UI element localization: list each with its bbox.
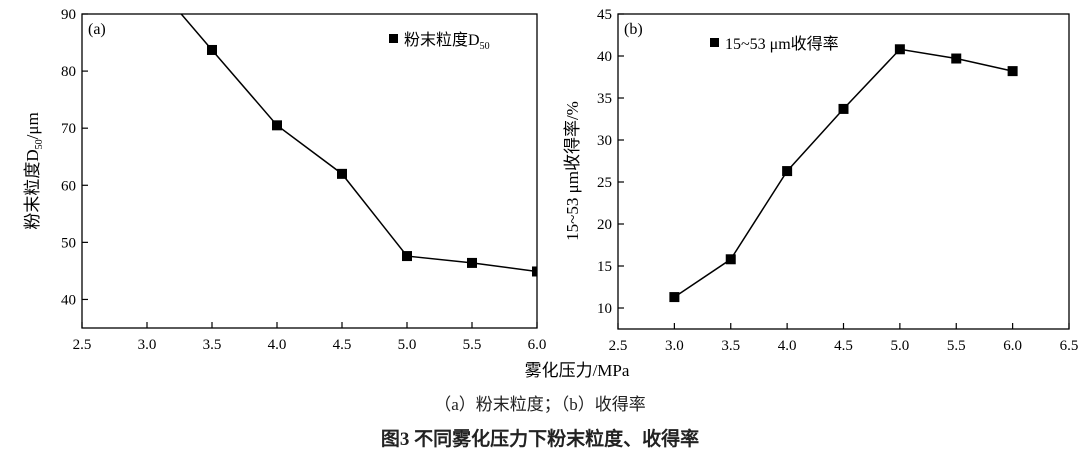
x-tick-label: 3.0 xyxy=(665,338,684,354)
series-a xyxy=(180,14,537,277)
data-point xyxy=(951,53,962,64)
y-tick-label: 80 xyxy=(61,64,76,80)
legend-marker xyxy=(710,38,719,47)
x-tick-label: 3.5 xyxy=(721,338,740,354)
data-point xyxy=(532,266,537,277)
data-point xyxy=(725,254,736,265)
x-tick-label: 4.5 xyxy=(834,338,853,354)
panel-b: 2.5 3.0 3.5 4.0 4.5 5.0 5.5 6.0 6.5 10 15 20 25 30 35 4… xyxy=(563,7,1078,354)
y-axis-label-unit: /μm xyxy=(23,112,42,139)
y-tick-label: 70 xyxy=(61,121,76,137)
y-tick-label: 50 xyxy=(61,235,76,251)
x-axis-label: 雾化压力/MPa xyxy=(525,361,630,380)
x-tick-label: 5.5 xyxy=(463,337,482,353)
y-tick-label: 10 xyxy=(597,301,612,317)
x-tick-label: 3.0 xyxy=(138,337,157,353)
panel-a: 2.5 3.0 3.5 4.0 4.5 5.0 5.5 6.0 40 50 60 70 80 90 (a) 粉… xyxy=(23,7,547,353)
plot-frame xyxy=(81,13,538,329)
x-tick-label: 4.5 xyxy=(333,337,352,353)
series-b xyxy=(669,44,1018,303)
y-tick-label: 60 xyxy=(61,178,76,194)
figure-title: 图3 不同雾化压力下粉末粒度、收得率 xyxy=(380,429,700,450)
subcaption: （a）粉末粒度；（b）收得率 xyxy=(434,395,646,414)
panel-label: (b) xyxy=(624,21,643,38)
y-axis-label: 粉末粒度D50/μm xyxy=(23,112,45,229)
data-point xyxy=(207,44,217,55)
data-point xyxy=(467,257,477,268)
x-tick-label: 6.0 xyxy=(1003,338,1022,354)
y-axis-label: 15~53 μm收得率/% xyxy=(563,101,582,241)
y-tick-label: 35 xyxy=(597,91,612,107)
x-tick-label: 2.5 xyxy=(609,338,628,354)
x-tick-label: 3.5 xyxy=(203,337,222,353)
y-tick-label: 45 xyxy=(597,7,612,23)
y-tick-label: 40 xyxy=(597,49,612,65)
x-tick-label: 5.5 xyxy=(947,338,966,354)
plot-frame xyxy=(617,13,1070,330)
data-point xyxy=(782,166,793,177)
data-point xyxy=(838,103,849,114)
y-tick-label: 25 xyxy=(597,175,612,191)
legend-label: 粉末粒度D50 xyxy=(404,31,490,52)
panel-label: (a) xyxy=(88,21,106,38)
x-tick-label: 6.5 xyxy=(1060,338,1079,354)
x-tick-label: 4.0 xyxy=(778,338,797,354)
x-tick-label: 6.0 xyxy=(528,337,547,353)
y-axis-label-subscript: 50 xyxy=(34,139,45,149)
y-tick-label: 30 xyxy=(597,133,612,149)
x-tick-label: 2.5 xyxy=(73,337,92,353)
x-tick-label: 5.0 xyxy=(891,338,910,354)
y-tick-label: 15 xyxy=(597,259,612,275)
y-tick-label: 90 xyxy=(61,7,76,23)
data-point xyxy=(669,292,680,303)
y-tick-label: 20 xyxy=(597,217,612,233)
legend-marker xyxy=(389,34,398,43)
data-point xyxy=(1007,66,1018,77)
y-tick-label: 40 xyxy=(61,292,76,308)
x-tick-label: 4.0 xyxy=(268,337,287,353)
legend-subscript: 50 xyxy=(480,41,490,52)
series-line xyxy=(673,48,1013,298)
legend-label: 15~53 μm收得率 xyxy=(725,35,839,53)
figure: 雾化压力/MPa 2.5 3.0 3.5 4.0 4.5 5.0 5.5 6.0 40 50 60 7… xyxy=(23,7,1078,380)
data-point xyxy=(272,120,282,131)
data-point xyxy=(894,44,905,55)
x-tick-label: 5.0 xyxy=(398,337,417,353)
data-point xyxy=(402,251,412,262)
data-point xyxy=(337,168,347,179)
